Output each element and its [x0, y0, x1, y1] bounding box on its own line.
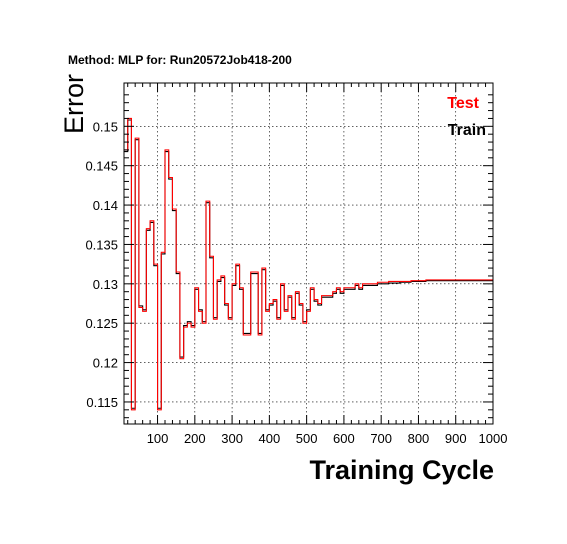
y-tick-label: 0.14: [93, 198, 118, 213]
y-tick-label: 0.135: [85, 237, 118, 252]
x-tick-label: 200: [184, 431, 206, 446]
x-tick-label: 300: [221, 431, 243, 446]
plot-frame: [123, 82, 494, 425]
legend-test: Test: [447, 95, 479, 112]
y-tick-label: 0.125: [85, 316, 118, 331]
series-test-line: [124, 117, 493, 411]
x-tick-label: 800: [408, 431, 430, 446]
y-tick-label: 0.15: [93, 119, 118, 134]
x-tick-label: 400: [259, 431, 281, 446]
x-tick-label: 1000: [479, 431, 508, 446]
tick-labels: 100 200 300 400 500 600 700 800 900 1000 0.115 0.12…: [85, 119, 507, 446]
x-axis-title: Training Cycle: [309, 455, 494, 485]
x-tick-label: 700: [370, 431, 392, 446]
y-axis-title: Error: [59, 74, 89, 134]
y-tick-label: 0.145: [85, 159, 118, 174]
x-tick-label: 600: [333, 431, 355, 446]
x-tick-label: 900: [445, 431, 467, 446]
series-layer: [124, 117, 493, 411]
legend: Test Train: [447, 95, 486, 139]
y-tick-label: 0.115: [86, 395, 118, 410]
y-tick-label: 0.12: [93, 356, 118, 371]
legend-train: Train: [448, 122, 486, 139]
axis-ticks: [124, 83, 494, 424]
grid: [124, 83, 494, 424]
x-tick-label: 500: [296, 431, 318, 446]
chart-title: Method: MLP for: Run20572Job418-200: [68, 53, 292, 67]
y-tick-label: 0.13: [93, 277, 118, 292]
x-tick-label: 100: [147, 431, 169, 446]
